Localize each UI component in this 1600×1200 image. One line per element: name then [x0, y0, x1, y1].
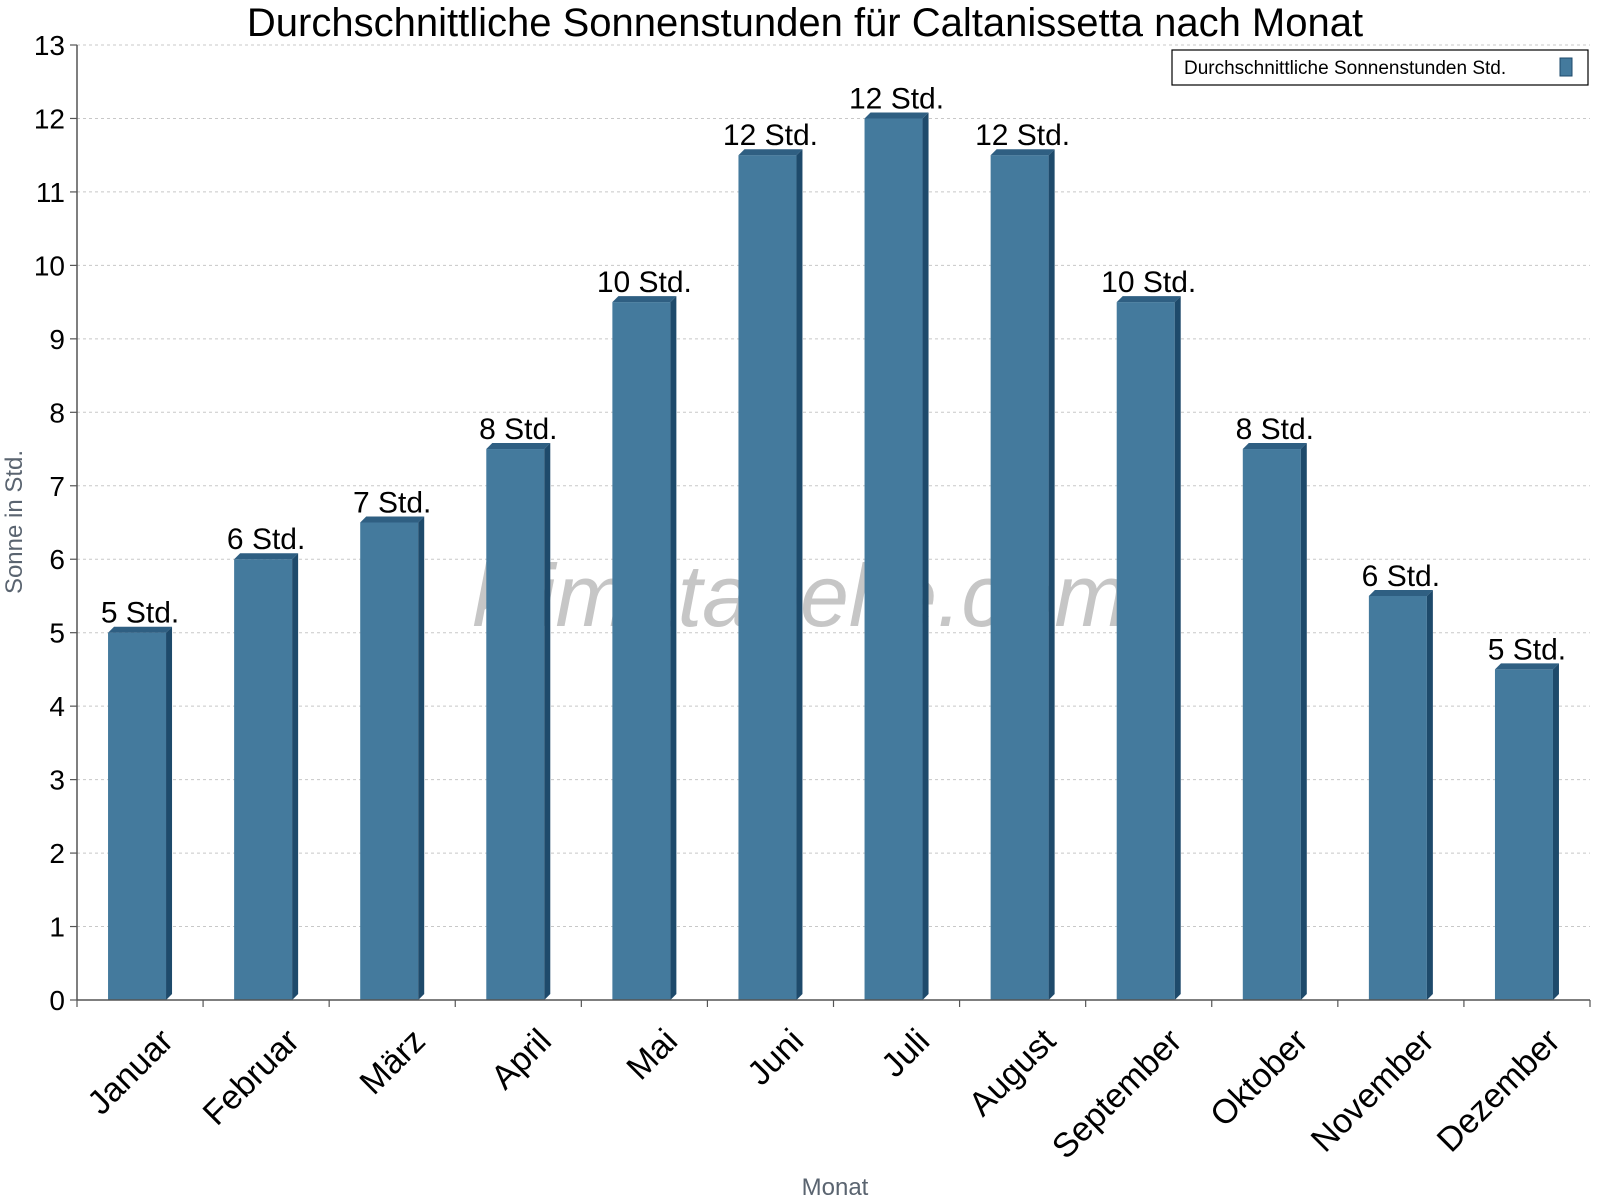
bar-face	[990, 155, 1049, 1000]
y-tick-label: 4	[49, 691, 65, 722]
bar-face	[738, 155, 797, 1000]
data-labels: 5 Std. 6 Std. 7 Std. 8 Std. 10 Std. 12 Std. 12…	[101, 82, 1566, 666]
bar-top	[738, 149, 803, 156]
bar-top	[360, 516, 425, 523]
bar-top	[1368, 589, 1433, 596]
x-tick-label: Juli	[874, 1022, 937, 1085]
bar-top	[486, 443, 551, 450]
data-label: 12 Std.	[975, 119, 1070, 152]
bar-top	[108, 626, 173, 633]
y-tick-label: 8	[49, 397, 65, 428]
bar-face	[612, 302, 671, 1001]
data-label: 6 Std.	[227, 523, 305, 556]
bar-side	[796, 149, 803, 1000]
bar	[612, 296, 677, 1001]
bar	[990, 149, 1055, 1000]
bar-face	[864, 118, 923, 1000]
data-label: 10 Std.	[597, 266, 692, 299]
bar	[486, 443, 551, 1000]
bar-side	[418, 516, 425, 1000]
data-label: 7 Std.	[353, 487, 431, 520]
bar-side	[670, 296, 677, 1001]
data-label: 12 Std.	[849, 82, 944, 115]
bar	[234, 553, 299, 1000]
bar-side	[1174, 296, 1181, 1001]
bar-side	[292, 553, 299, 1000]
x-tick-label: April	[484, 1022, 559, 1097]
bar-side	[544, 443, 551, 1000]
x-tick-label: August	[962, 1021, 1064, 1123]
bar-top	[990, 149, 1055, 156]
y-tick-label: 7	[49, 471, 65, 502]
x-tick-label: Januar	[80, 1022, 180, 1122]
legend-swatch	[1559, 57, 1573, 77]
y-tick-label: 12	[34, 103, 65, 134]
bar	[1242, 443, 1307, 1000]
data-label: 6 Std.	[1362, 560, 1440, 593]
data-label: 8 Std.	[1236, 413, 1314, 446]
y-tick-label: 6	[49, 544, 65, 575]
bar	[1116, 296, 1181, 1001]
y-tick-label: 9	[49, 324, 65, 355]
bar-face	[1368, 595, 1427, 1000]
bar	[864, 112, 929, 1000]
bar-top	[234, 553, 299, 560]
bar-face	[234, 559, 293, 1000]
bar-side	[922, 112, 929, 1000]
bar-face	[108, 632, 167, 1000]
y-tick-label: 2	[49, 838, 65, 869]
data-label: 10 Std.	[1101, 266, 1196, 299]
bar-top	[1494, 663, 1559, 670]
y-tick-label: 5	[49, 618, 65, 649]
bar-side	[1552, 663, 1559, 1000]
x-tick-label: September	[1045, 1022, 1189, 1166]
x-tick-label: Juni	[740, 1022, 811, 1093]
bar	[1494, 663, 1559, 1000]
data-label: 5 Std.	[1488, 633, 1566, 666]
y-axis-label: Sonne in Std.	[1, 450, 28, 594]
bar-top	[612, 296, 677, 303]
bar-face	[1242, 449, 1301, 1000]
bar	[360, 516, 425, 1000]
grid-lines	[77, 44, 1590, 928]
bar	[1368, 589, 1433, 1000]
x-tick-label: Oktober	[1203, 1022, 1315, 1134]
y-tick-label: 3	[49, 765, 65, 796]
chart-title: Durchschnittliche Sonnenstunden für Calt…	[247, 1, 1363, 45]
bar	[108, 626, 173, 1000]
y-tick-label: 10	[34, 250, 65, 281]
bar-side	[1048, 149, 1055, 1000]
bar-side	[1300, 443, 1307, 1000]
x-tick-label: März	[353, 1022, 433, 1102]
legend-label: Durchschnittliche Sonnenstunden Std.	[1184, 58, 1506, 79]
y-tick-label: 13	[34, 30, 65, 61]
data-label: 8 Std.	[479, 413, 557, 446]
bar-face	[1116, 302, 1175, 1001]
bar-side	[1426, 589, 1433, 1000]
x-tick-label: Dezember	[1430, 1022, 1568, 1160]
bar-top	[864, 112, 929, 119]
y-tick-label: 1	[49, 912, 65, 943]
y-tick-label: 11	[36, 177, 65, 208]
bar	[738, 149, 803, 1000]
bar-face	[1494, 669, 1553, 1000]
bars	[108, 112, 1559, 1001]
x-tick-label: Mai	[619, 1022, 685, 1088]
bar-top	[1242, 443, 1307, 450]
bar-face	[360, 522, 419, 1000]
y-tick-label: 0	[49, 985, 65, 1016]
data-label: 5 Std.	[101, 597, 179, 630]
legend-box	[1171, 49, 1589, 86]
legend: Durchschnittliche Sonnenstunden Std.	[1171, 49, 1589, 86]
x-tick-label: Februar	[196, 1022, 307, 1133]
x-tick-label: November	[1304, 1022, 1442, 1160]
data-label: 12 Std.	[723, 119, 818, 152]
bar-face	[486, 449, 545, 1000]
x-axis-label: Monat	[802, 1174, 869, 1200]
bar-side	[166, 626, 173, 1000]
bar-top	[1116, 296, 1181, 303]
